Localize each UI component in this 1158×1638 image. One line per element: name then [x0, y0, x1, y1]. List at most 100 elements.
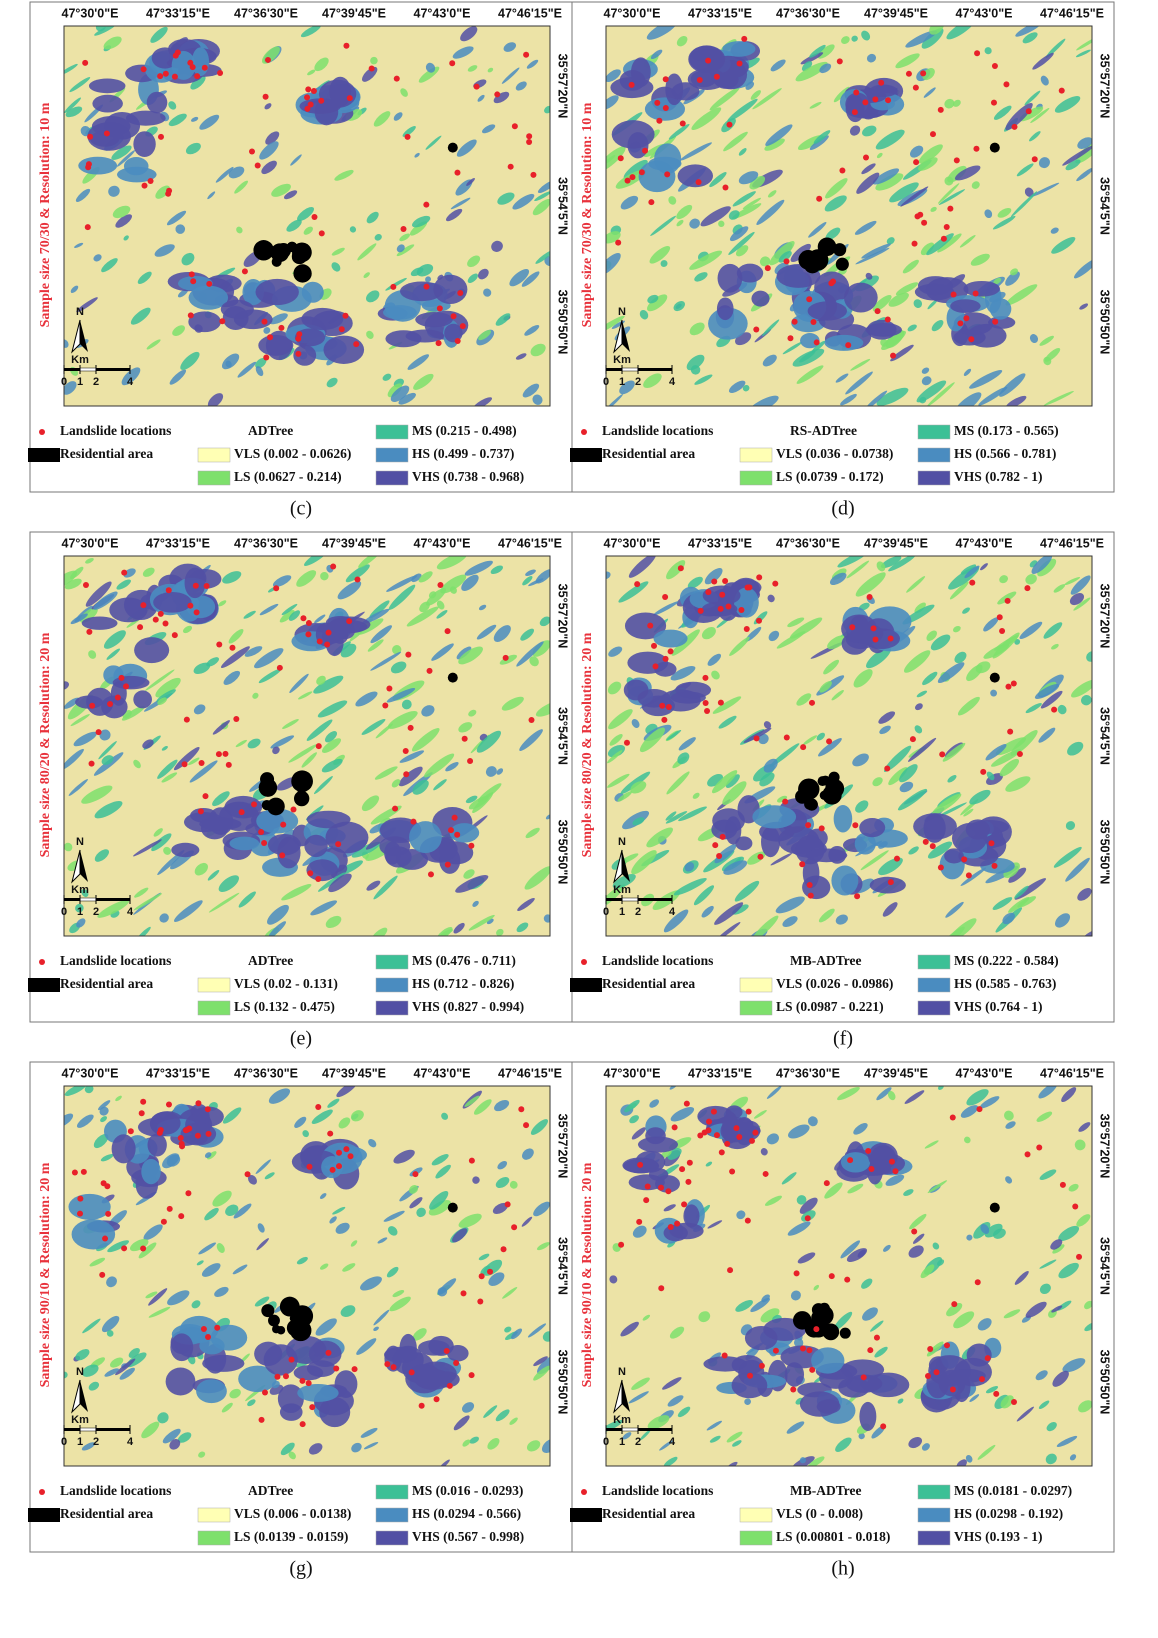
- mountain-patch: [635, 1150, 666, 1173]
- terrain-patch: [760, 1148, 768, 1156]
- terrain-patch: [157, 1412, 169, 1424]
- legend-class: HS (0.585 - 0.763): [954, 976, 1056, 991]
- mountain-patch: [966, 1343, 992, 1367]
- terrain-patch: [418, 571, 433, 583]
- terrain-patch: [631, 850, 657, 875]
- legend-swatch: [917, 470, 951, 486]
- terrain-patch: [1025, 574, 1037, 585]
- terrain-patch: [393, 112, 403, 121]
- terrain-patch: [938, 189, 966, 205]
- terrain-patch: [111, 145, 132, 160]
- landslide-point: [437, 581, 444, 588]
- terrain-patch: [770, 853, 792, 866]
- landslide-point: [973, 145, 980, 152]
- terrain-patch: [163, 846, 172, 855]
- terrain-patch: [212, 791, 230, 807]
- terrain-patch: [676, 35, 688, 47]
- terrain-patch: [738, 148, 747, 156]
- terrain-patch: [676, 219, 684, 227]
- landslide-point: [719, 833, 726, 840]
- terrain-patch: [921, 1443, 930, 1451]
- terrain-patch: [537, 180, 550, 194]
- legend-class: LS (0.0627 - 0.214): [234, 469, 342, 484]
- mountain-patch: [134, 637, 170, 664]
- terrain-patch: [465, 795, 478, 804]
- terrain-patch: [85, 581, 112, 607]
- terrain-patch: [279, 609, 295, 623]
- landslide-point: [278, 324, 285, 331]
- terrain-patch: [477, 783, 502, 803]
- terrain-patch: [795, 61, 828, 82]
- landslide-point: [623, 739, 630, 746]
- landslide-point: [327, 1130, 334, 1137]
- landslide-point: [304, 94, 311, 101]
- landslide-point: [204, 1106, 211, 1113]
- terrain-patch: [903, 1189, 914, 1196]
- mountain-patch: [147, 1133, 167, 1157]
- terrain-patch: [607, 744, 626, 758]
- landslide-point: [410, 818, 417, 825]
- terrain-patch: [366, 290, 380, 303]
- mountain-patch: [865, 323, 903, 337]
- terrain-patch: [1051, 1305, 1063, 1313]
- landslide-point: [306, 1163, 313, 1170]
- terrain-patch: [954, 651, 967, 664]
- legend-model: MB-ADTree: [790, 953, 861, 968]
- terrain-patch: [490, 565, 503, 575]
- terrain-patch: [314, 57, 329, 72]
- landslide-point: [460, 1290, 467, 1297]
- landslide-point: [744, 584, 751, 591]
- terrain-patch: [870, 1320, 884, 1332]
- terrain-patch: [393, 1149, 415, 1164]
- mountain-patch: [444, 323, 463, 343]
- terrain-patch: [440, 574, 467, 594]
- scale-bar: [621, 1427, 639, 1432]
- legend-residential: Residential area: [60, 446, 153, 461]
- terrain-patch: [386, 1266, 399, 1278]
- lon-tick-label: 47°30'0"E: [604, 6, 661, 20]
- mountain-patch: [967, 323, 1007, 348]
- terrain-patch: [386, 575, 418, 592]
- landslide-point: [736, 1134, 743, 1141]
- landslide-point: [311, 214, 318, 221]
- terrain-patch: [428, 591, 437, 599]
- terrain-patch: [298, 691, 313, 700]
- terrain-patch: [525, 827, 540, 839]
- landslide-point: [806, 296, 813, 303]
- terrain-patch: [756, 199, 785, 225]
- terrain-patch: [704, 568, 723, 585]
- map: [606, 1086, 1092, 1466]
- landslide-point: [828, 1273, 835, 1280]
- landslide-point: [418, 1402, 425, 1409]
- terrain-patch: [628, 1391, 649, 1404]
- terrain-patch: [204, 1152, 212, 1159]
- landslide-point: [137, 624, 144, 631]
- landslide-point: [806, 1347, 813, 1354]
- residential-blob: [286, 241, 298, 253]
- legend-swatch: [917, 447, 951, 463]
- terrain-patch: [619, 380, 635, 395]
- terrain-patch: [382, 373, 392, 381]
- landslide-point: [187, 312, 194, 319]
- landslide-point: [847, 1157, 854, 1164]
- terrain-patch: [387, 710, 418, 729]
- terrain-patch: [983, 617, 999, 632]
- terrain-patch: [456, 139, 477, 157]
- terrain-patch: [387, 383, 403, 398]
- terrain-patch: [1005, 1121, 1016, 1129]
- terrain-patch: [743, 727, 772, 743]
- scale-bar: [64, 898, 130, 901]
- terrain-patch: [711, 770, 738, 794]
- terrain-patch: [399, 750, 425, 763]
- landslide-point: [335, 841, 342, 848]
- terrain-patch: [116, 150, 136, 167]
- mountain-patch: [186, 595, 216, 619]
- terrain-patch: [694, 374, 713, 385]
- lon-tick-label: 47°43'0"E: [414, 536, 471, 550]
- mountain-patch: [711, 819, 738, 840]
- terrain-patch: [360, 1427, 378, 1438]
- landslide-point: [390, 283, 397, 290]
- terrain-patch: [639, 1429, 651, 1441]
- terrain-patch: [647, 294, 668, 312]
- terrain-patch: [524, 866, 550, 890]
